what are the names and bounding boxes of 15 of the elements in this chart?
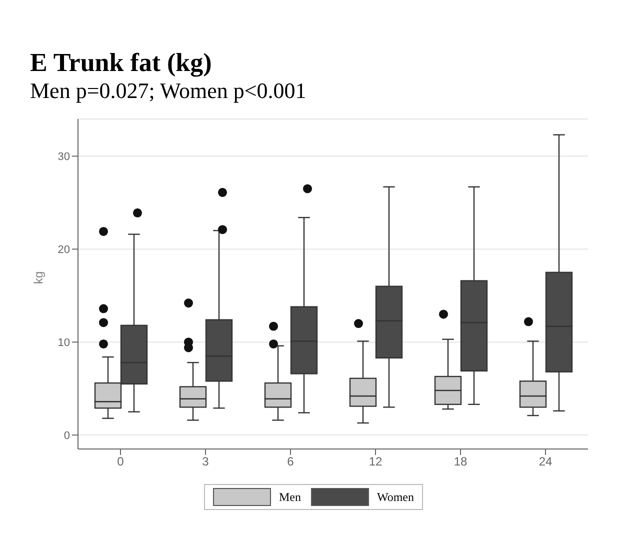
y-tick-label: 10 [58, 337, 70, 350]
x-tick-label: 6 [287, 454, 294, 469]
x-tick-label: 3 [202, 454, 210, 469]
x-tick-label: 12 [368, 454, 382, 469]
y-tick-label: 20 [58, 244, 70, 256]
chart-title: E Trunk fat (kg) [29, 47, 213, 78]
x-tick-label: 0 [117, 454, 124, 469]
legend-label: Men [278, 490, 301, 504]
chart-subtitle: Men p=0.027; Women p<0.001 [29, 78, 308, 104]
x-tick-label: 18 [454, 454, 468, 469]
legend-label: Women [376, 490, 414, 504]
x-tick-label: 24 [538, 454, 552, 469]
y-tick-label: 0 [64, 430, 70, 442]
y-axis-title: kg [31, 271, 46, 284]
y-tick-label: 30 [58, 151, 70, 164]
